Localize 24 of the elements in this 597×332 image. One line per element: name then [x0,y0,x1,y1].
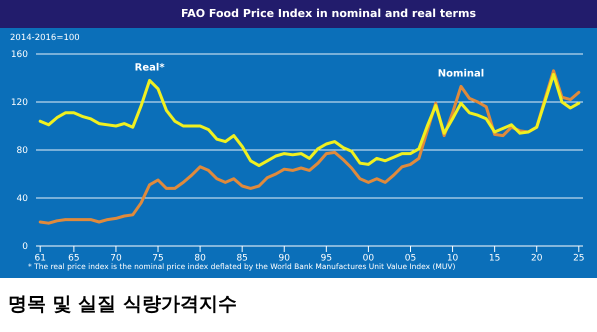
x-tick-label: 75 [152,253,164,264]
x-tick-label: 15 [488,253,500,264]
y-tick-label: 160 [10,50,28,60]
x-tick-label: 25 [573,253,585,264]
chart-title: FAO Food Price Index in nominal and real terms [180,7,476,20]
x-tick-label: 70 [110,253,122,264]
x-tick-label: 00 [362,253,374,264]
x-tick-label: 61 [34,253,46,264]
x-tick-label: 90 [278,253,290,264]
x-tick-label: 05 [404,253,416,264]
x-tick-label: 10 [446,253,459,264]
y-tick-label: 40 [16,194,28,204]
x-tick-label: 95 [320,253,332,264]
x-tick-label: 65 [68,253,80,264]
series-label: Real* [134,62,166,74]
y-tick-label: 80 [16,146,28,156]
y-tick-label: 0 [22,242,28,252]
y-axis-title: 2014-2016=100 [10,33,80,43]
text: 명목 및 실질 식량가격지수 [8,292,237,317]
y-tick-label: 120 [10,98,28,108]
x-tick-label: 20 [530,253,543,264]
x-tick-label: 80 [194,253,206,264]
x-tick-label: 85 [236,253,248,264]
series-label: Nominal [438,68,484,80]
